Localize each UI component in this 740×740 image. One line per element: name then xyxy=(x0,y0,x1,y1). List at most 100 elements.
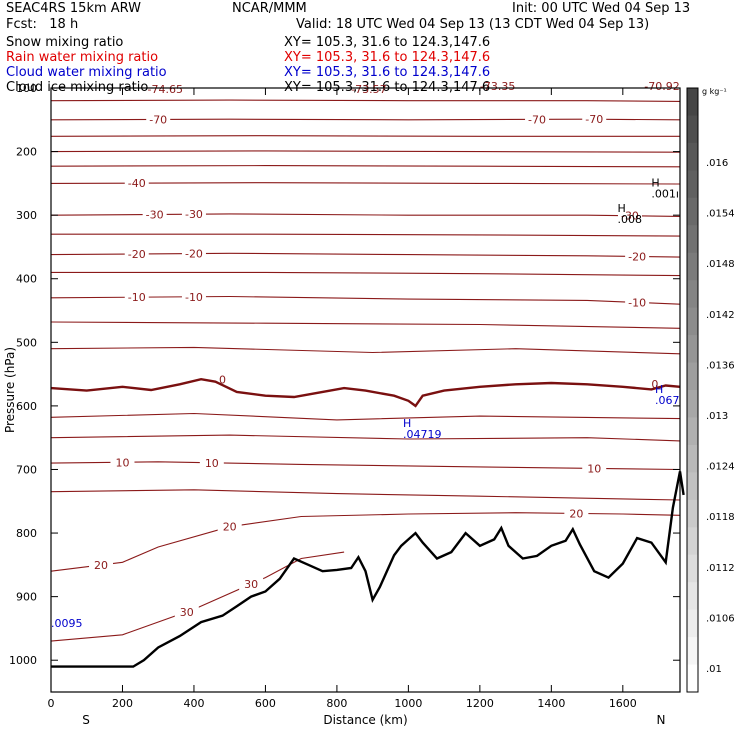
colorbar-label: .0118 xyxy=(706,512,735,523)
y-tick-label: 300 xyxy=(16,209,37,222)
isotherm-label: -30 xyxy=(185,208,203,221)
isotherm-label: -10 xyxy=(128,291,146,304)
isotherm-label: 10 xyxy=(205,457,219,470)
y-tick-label: 400 xyxy=(16,273,37,286)
colorbar: .016 .0154 .0148 .0142 .0136 .013 .0124 .0118 .0… xyxy=(686,87,735,693)
isotherm-label-bg xyxy=(239,577,264,590)
isotherm-contours: -70 -70 -70 -40 -30 -30 -30 -20 -20 -20 -10 -10 -10 1… xyxy=(50,99,681,642)
colorbar-label: .0154 xyxy=(706,209,735,220)
isotherm-line xyxy=(50,512,681,572)
colorbar-label: .0106 xyxy=(706,613,735,624)
contour-annotation: .04719 xyxy=(403,428,442,441)
isotherm-label-bg xyxy=(142,208,167,221)
colorbar-swatch xyxy=(687,197,698,226)
contour-annotation: 0 xyxy=(219,374,226,387)
colorbar-swatch xyxy=(687,444,698,473)
y-tick-label: 500 xyxy=(16,336,37,349)
colorbar-swatch xyxy=(687,362,698,391)
isotherm-label: 30 xyxy=(244,578,258,591)
y-tick-label: 200 xyxy=(16,146,37,159)
colorbar-label: .0148 xyxy=(706,259,735,270)
x-tick-label: 1600 xyxy=(609,697,637,710)
contour-annotation: .001ı xyxy=(651,188,679,201)
isotherm-label-bg xyxy=(525,113,550,126)
field-snow: Snow mixing ratio xyxy=(6,35,124,50)
isotherm-label-bg xyxy=(617,209,642,222)
isotherm-label-bg xyxy=(217,520,242,533)
colorbar-swatch xyxy=(687,307,698,336)
organization: NCAR/MMM xyxy=(232,1,307,16)
isotherm-line xyxy=(50,412,681,421)
y-tick-label: 800 xyxy=(16,527,37,540)
contour-annotations: -74.65 -73.57 -73.35 -70.92H.001ıH.008H.047… xyxy=(51,80,680,630)
contour-annotation: -74.65 xyxy=(147,83,182,96)
colorbar-label: .0136 xyxy=(706,360,735,371)
terrain-profile xyxy=(51,471,685,668)
colorbar-unit: g kg⁻¹ xyxy=(702,87,727,96)
isotherm-line xyxy=(50,150,681,153)
isotherm-label-bg xyxy=(124,247,149,260)
isotherm-line xyxy=(51,271,681,277)
colorbar-swatch xyxy=(687,417,698,446)
isotherm-label: -10 xyxy=(185,291,203,304)
colorbar-label: .01 xyxy=(706,664,722,675)
x-tick-label: 200 xyxy=(112,697,133,710)
colorbar-swatch xyxy=(687,664,698,693)
isotherm-label-bg xyxy=(181,208,206,221)
forecast-hour: Fcst: 18 h xyxy=(6,17,79,32)
isotherm-line xyxy=(50,551,345,642)
colorbar-swatch xyxy=(687,88,698,116)
isotherm-label-bg xyxy=(89,558,114,571)
colorbar-swatch xyxy=(687,225,698,254)
isotherm-label-bg xyxy=(582,462,607,475)
isotherm-label: 10 xyxy=(115,456,129,469)
x-axis-label: Distance (km) xyxy=(323,713,407,727)
init-time: Init: 00 UTC Wed 04 Sep 13 xyxy=(512,1,691,16)
y-axis-label: Pressure (hPa) xyxy=(3,347,17,433)
colorbar-swatch xyxy=(687,472,698,501)
isotherm-line xyxy=(50,99,681,102)
x-tick-label: 600 xyxy=(255,697,276,710)
colorbar-swatch xyxy=(687,252,698,281)
colorbar-label: .0124 xyxy=(706,462,735,473)
isotherm-label-bg xyxy=(625,296,650,309)
isotherm-label: -30 xyxy=(146,208,164,221)
isotherm-label: -20 xyxy=(185,248,203,261)
isotherm-label-bg xyxy=(146,113,171,126)
colorbar-swatch xyxy=(687,527,698,556)
contour-annotation: H xyxy=(651,177,659,190)
contour-annotation: H xyxy=(403,417,411,430)
isotherm-line xyxy=(50,165,681,168)
isotherm-label: -70 xyxy=(585,113,603,126)
isotherm-label-bg xyxy=(582,113,607,126)
isotherm-label-bg xyxy=(199,456,224,469)
y-tick-label: 100 xyxy=(16,82,37,95)
colorbar-swatch xyxy=(687,554,698,583)
contour-annotation: -73.57 xyxy=(351,83,386,96)
x-tick-label: 1400 xyxy=(537,697,565,710)
isotherm-line xyxy=(50,489,681,501)
terrain-line xyxy=(51,471,685,668)
contour-annotation: -70.92 xyxy=(644,80,679,93)
colorbar-swatch xyxy=(687,280,698,309)
isotherm-line xyxy=(50,135,680,137)
x-tick-label: 1200 xyxy=(466,697,494,710)
isotherm-label-bg xyxy=(174,605,199,618)
field-cloud-water-xy: XY= 105.3, 31.6 to 124.3,147.6 xyxy=(284,65,491,80)
isotherm-label-bg xyxy=(124,291,149,304)
contour-annotation: .008 xyxy=(617,213,642,226)
isotherm-label-bg xyxy=(181,247,206,260)
model-name: SEAC4RS 15km ARW xyxy=(6,1,142,16)
isotherm-line xyxy=(50,434,681,442)
isotherm-label: -70 xyxy=(528,113,546,126)
isotherm-line xyxy=(50,252,681,258)
isotherm-label-bg xyxy=(124,177,149,190)
isotherm-label: 20 xyxy=(94,559,108,572)
isotherm-label-bg xyxy=(181,290,206,303)
colorbar-swatch xyxy=(687,499,698,528)
field-snow-xy: XY= 105.3, 31.6 to 124.3,147.6 xyxy=(284,35,491,50)
y-tick-label: 900 xyxy=(16,591,37,604)
colorbar-swatch xyxy=(687,609,698,638)
